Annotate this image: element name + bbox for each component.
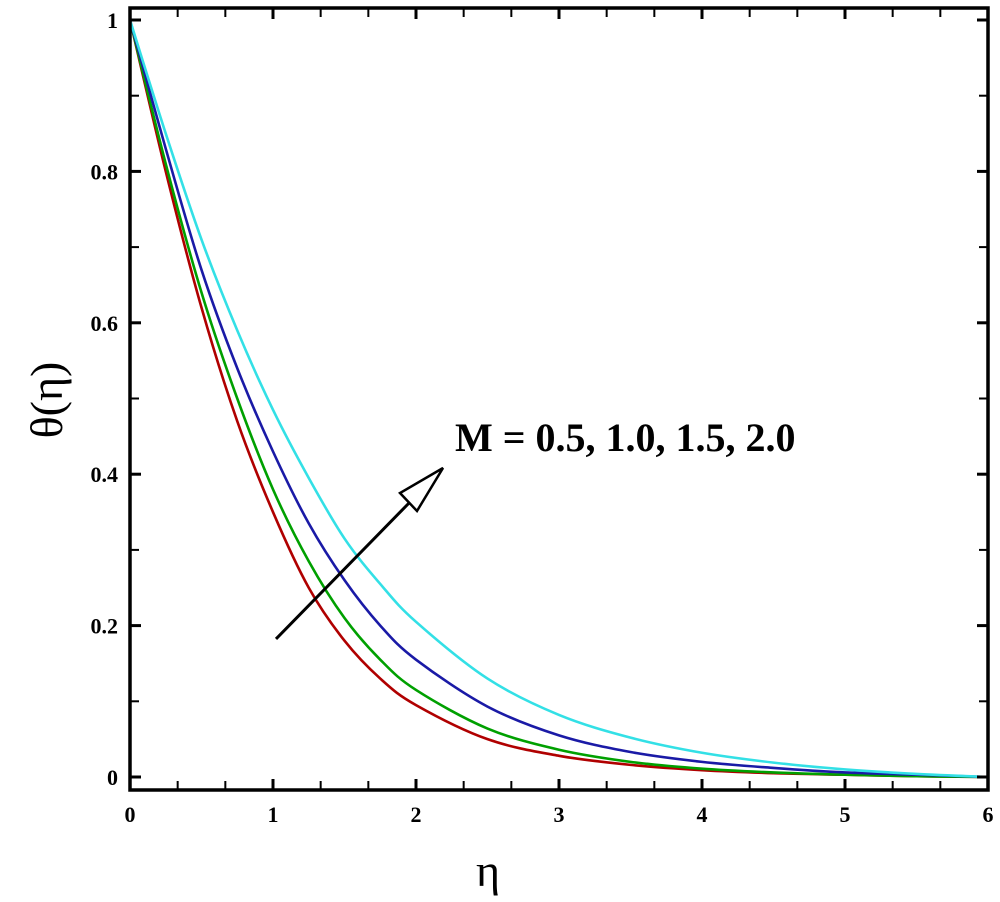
x-tick-label: 4 xyxy=(697,802,708,827)
x-tick-label: 3 xyxy=(554,802,565,827)
y-tick-label: 0.6 xyxy=(91,311,119,336)
tick-labels: 0 1 2 3 4 5 6 0 0.2 0.4 0.6 0.8 1 xyxy=(91,8,994,827)
series-line-1 xyxy=(128,19,989,779)
plot-frame xyxy=(128,6,990,792)
x-tick-label: 6 xyxy=(983,802,994,827)
series-line-3 xyxy=(128,19,989,779)
annotation: M = 0.5, 1.0, 1.5, 2.0 xyxy=(274,415,796,641)
x-tick-label: 5 xyxy=(840,802,851,827)
x-tick-label: 2 xyxy=(411,802,422,827)
x-axis-title: η xyxy=(476,845,500,896)
y-tick-label: 0.2 xyxy=(91,614,119,639)
x-tick-label: 1 xyxy=(268,802,279,827)
y-axis-title: θ(η) xyxy=(21,362,72,439)
y-tick-label: 0 xyxy=(107,765,118,790)
y-tick-label: 0.8 xyxy=(91,159,119,184)
series-line-2 xyxy=(128,19,989,779)
series-line-4 xyxy=(128,19,989,779)
axis-ticks xyxy=(128,8,990,790)
y-tick-label: 0.4 xyxy=(91,462,119,487)
y-tick-label: 1 xyxy=(107,8,118,33)
parameter-annotation: M = 0.5, 1.0, 1.5, 2.0 xyxy=(455,415,796,460)
data-series xyxy=(128,19,989,779)
x-tick-label: 0 xyxy=(125,802,136,827)
